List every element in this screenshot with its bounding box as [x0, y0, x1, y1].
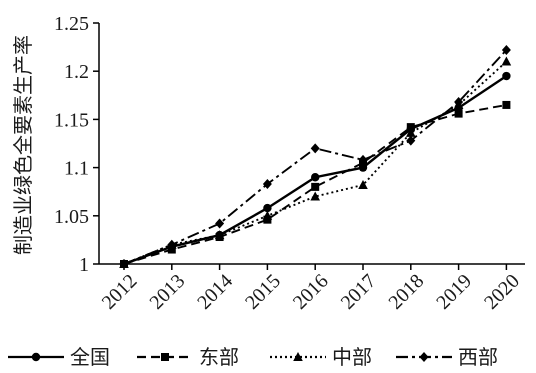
x-tick-label: 2016 [289, 270, 333, 314]
series-全国 [119, 71, 511, 269]
x-tick-label: 2015 [241, 270, 285, 314]
legend-item: 全国 [8, 345, 110, 369]
chart-axes [98, 23, 525, 265]
x-tick-label: 2019 [432, 270, 476, 314]
point-marker [310, 143, 320, 154]
point-marker [262, 210, 273, 220]
legend: 全国 东部 中部 西部 [8, 345, 498, 369]
y-tick-label: 1.1 [64, 158, 89, 180]
x-ticks: 2012 2013 2014 2015 2016 2017 2018 2019 2020 [98, 264, 524, 314]
x-tick-label: 2014 [193, 270, 237, 314]
legend-label: 东部 [199, 345, 239, 369]
point-marker [262, 178, 272, 189]
legend-item: 中部 [270, 345, 372, 369]
point-marker [358, 179, 368, 189]
y-tick-label: 1 [79, 254, 89, 276]
legend-item: 东部 [137, 345, 239, 369]
legend-item: 西部 [396, 345, 498, 369]
y-axis-title: 制造业绿色全要素生产率 [11, 35, 35, 255]
point-marker [161, 353, 169, 361]
legend-label: 西部 [458, 345, 498, 369]
y-tick-label: 1.2 [64, 61, 89, 83]
point-marker [215, 218, 225, 229]
point-marker [310, 191, 320, 201]
point-marker [214, 230, 225, 240]
point-marker [501, 56, 512, 66]
point-marker [454, 97, 464, 108]
point-marker [293, 352, 303, 361]
point-marker [119, 259, 129, 269]
x-tick-label: 2020 [480, 270, 524, 314]
x-tick-label: 2012 [98, 270, 142, 314]
point-marker [502, 100, 511, 109]
point-marker [502, 71, 511, 81]
series-group [119, 44, 512, 269]
legend-label: 中部 [332, 345, 372, 369]
y-tick-label: 1.15 [54, 109, 89, 131]
x-tick-label: 2018 [384, 270, 428, 314]
series-line [123, 75, 508, 266]
series-东部 [120, 100, 511, 268]
x-tick-label: 2013 [145, 270, 189, 314]
point-marker [167, 239, 177, 250]
point-marker [406, 123, 415, 132]
series-line [123, 104, 507, 265]
point-marker [406, 135, 416, 146]
point-marker [263, 203, 272, 213]
series-中部 [119, 56, 512, 268]
series-西部 [119, 44, 511, 269]
point-marker [454, 109, 463, 118]
point-marker [419, 352, 429, 362]
legend-label: 全国 [70, 345, 110, 369]
point-marker [501, 44, 511, 55]
series-line [123, 60, 508, 265]
point-marker [358, 154, 368, 165]
y-tick-label: 1.25 [54, 13, 89, 35]
point-marker [406, 127, 416, 137]
y-tick-label: 1.05 [54, 206, 89, 228]
series-line [123, 49, 508, 265]
x-tick-label: 2017 [337, 270, 381, 314]
point-marker [311, 173, 320, 182]
point-marker [311, 182, 320, 191]
y-ticks: 1 1.05 1.1 1.15 1.2 1.25 [54, 13, 99, 276]
point-marker [31, 352, 41, 362]
